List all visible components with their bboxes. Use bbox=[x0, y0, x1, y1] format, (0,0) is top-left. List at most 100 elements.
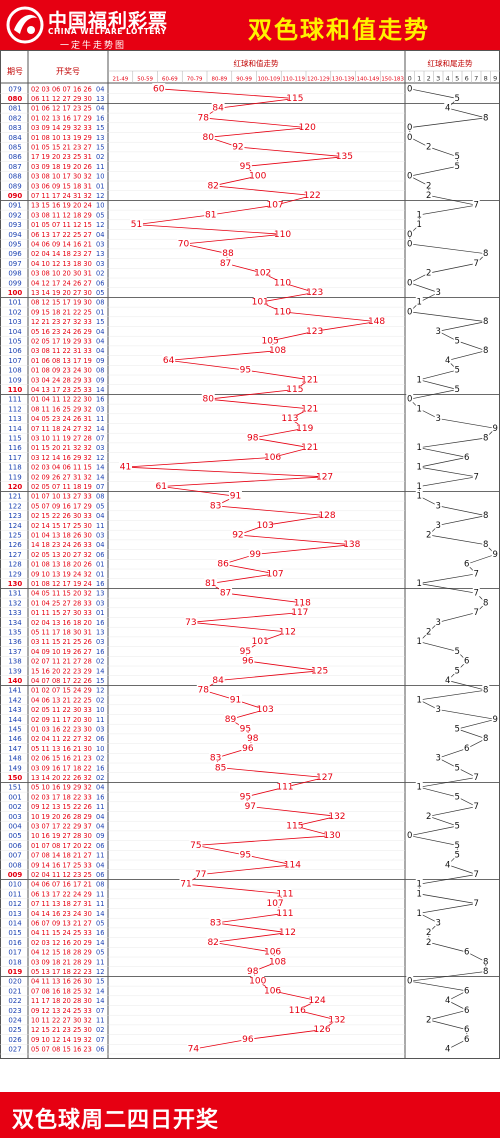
blue-ball-cell: 04 bbox=[96, 85, 104, 93]
period-cell: 007 bbox=[8, 852, 21, 860]
red-balls-cell: 05 11 17 18 30 31 bbox=[31, 628, 92, 636]
blue-ball-cell: 11 bbox=[96, 522, 104, 530]
blue-ball-cell: 03 bbox=[96, 725, 104, 733]
blue-ball-cell: 15 bbox=[96, 677, 104, 685]
red-balls-cell: 01 08 10 13 19 29 bbox=[31, 134, 92, 142]
sum-label-bg bbox=[275, 277, 289, 287]
sum-value-label: 112 bbox=[279, 627, 296, 637]
blue-ball-cell: 14 bbox=[96, 386, 104, 394]
period-cell: 087 bbox=[8, 163, 21, 171]
tail-label-bg bbox=[482, 684, 490, 694]
sum-value-label: 111 bbox=[276, 909, 293, 919]
sum-label-bg bbox=[219, 257, 233, 267]
red-balls-cell: 04 13 17 23 25 33 bbox=[31, 386, 92, 394]
blue-ball-cell: 16 bbox=[96, 114, 104, 122]
tail-label-bg bbox=[425, 937, 433, 946]
sum-label-bg bbox=[243, 800, 257, 810]
tail-label-bg bbox=[415, 878, 423, 888]
tail-value-label: 6 bbox=[464, 948, 469, 958]
period-cell: 132 bbox=[8, 599, 21, 607]
tail-value-label: 5 bbox=[455, 94, 460, 104]
red-balls-cell: 03 06 09 15 18 31 bbox=[31, 182, 92, 190]
tail-value-label: 3 bbox=[436, 414, 441, 424]
red-balls-cell: 01 06 12 17 23 25 bbox=[31, 105, 92, 113]
sum-label-bg bbox=[224, 713, 238, 723]
tail-digit-label: 4 bbox=[446, 75, 450, 83]
red-balls-cell: 01 15 20 21 32 32 bbox=[31, 444, 92, 452]
sum-value-label: 75 bbox=[190, 841, 201, 851]
sum-label-bg bbox=[251, 170, 265, 180]
period-cell: 097 bbox=[8, 260, 21, 268]
tail-value-label: 4 bbox=[445, 1045, 450, 1055]
red-balls-cell: 02 14 15 17 25 30 bbox=[31, 522, 92, 530]
tail-value-label: 5 bbox=[455, 666, 460, 676]
period-cell: 147 bbox=[8, 745, 21, 753]
period-cell: 126 bbox=[8, 541, 22, 549]
tail-value-label: 5 bbox=[455, 724, 460, 734]
period-cell: 096 bbox=[8, 250, 22, 258]
tail-label-bg bbox=[453, 665, 461, 674]
tail-value-label: 4 bbox=[445, 104, 450, 114]
period-cell: 148 bbox=[8, 755, 21, 763]
draw-schedule-text: 双色球周二四日开奖 bbox=[12, 1108, 220, 1133]
tail-value-label: 2 bbox=[426, 627, 431, 637]
sum-value-label: 73 bbox=[185, 618, 196, 628]
sum-trend-series: 6011584781208092135951008212210781511107… bbox=[118, 83, 385, 1055]
sum-value-label: 126 bbox=[313, 1025, 330, 1035]
blue-ball-cell: 03 bbox=[96, 444, 104, 452]
tail-value-label: 1 bbox=[417, 637, 422, 647]
sum-label-bg bbox=[176, 238, 190, 248]
red-balls-cell: 01 07 08 17 20 22 bbox=[31, 842, 92, 850]
sum-value-label: 98 bbox=[247, 967, 259, 977]
tail-label-bg bbox=[434, 616, 442, 626]
sum-value-label: 115 bbox=[286, 385, 303, 395]
tail-value-label: 8 bbox=[483, 249, 488, 259]
blue-ball-cell: 02 bbox=[96, 696, 104, 704]
sum-value-label: 130 bbox=[323, 831, 340, 841]
red-balls-cell: 04 12 15 18 28 29 bbox=[31, 949, 92, 957]
tail-trend-header: 红球和尾走势 bbox=[428, 58, 473, 68]
tail-value-label: 5 bbox=[455, 366, 460, 376]
red-balls-cell: 10 11 22 27 30 32 bbox=[31, 1016, 92, 1024]
red-balls-cell: 05 11 13 16 21 30 bbox=[31, 745, 92, 753]
tail-value-label: 7 bbox=[474, 899, 479, 909]
tail-value-label: 1 bbox=[417, 220, 422, 230]
sum-value-label: 132 bbox=[328, 1015, 345, 1025]
tail-label-bg bbox=[425, 180, 433, 189]
red-balls-cell: 04 14 16 23 24 30 bbox=[31, 910, 92, 918]
sum-label-bg bbox=[330, 810, 344, 820]
period-cell: 023 bbox=[8, 1007, 21, 1015]
tail-label-bg bbox=[444, 995, 452, 1004]
tail-digit-label: 3 bbox=[436, 75, 440, 83]
sum-value-label: 81 bbox=[205, 210, 216, 220]
red-balls-cell: 01 07 10 13 27 33 bbox=[31, 493, 92, 501]
sum-range-label: 50-59 bbox=[137, 77, 153, 83]
tail-value-label: 2 bbox=[426, 1015, 431, 1025]
blue-ball-cell: 01 bbox=[96, 561, 104, 569]
sum-label-bg bbox=[228, 490, 242, 500]
period-cell: 013 bbox=[8, 910, 21, 918]
sum-value-label: 107 bbox=[266, 569, 283, 579]
tail-value-label: 6 bbox=[464, 453, 469, 463]
period-cell: 020 bbox=[8, 978, 21, 986]
sum-value-label: 82 bbox=[207, 938, 218, 948]
red-balls-cell: 02 06 15 16 21 23 bbox=[31, 755, 92, 763]
tail-value-label: 5 bbox=[455, 647, 460, 657]
red-balls-cell: 11 17 18 20 28 30 bbox=[31, 997, 92, 1005]
tail-label-bg bbox=[463, 655, 471, 665]
tail-value-label: 1 bbox=[417, 210, 422, 220]
sum-value-label: 60 bbox=[153, 84, 165, 94]
blue-ball-cell: 12 bbox=[96, 687, 104, 695]
tail-label-bg bbox=[415, 781, 423, 791]
sum-range-label: 60-69 bbox=[162, 77, 178, 83]
sum-value-label: 110 bbox=[274, 278, 291, 288]
sum-label-bg bbox=[370, 315, 384, 325]
period-cell: 021 bbox=[8, 987, 21, 995]
tail-value-label: 9 bbox=[493, 550, 498, 560]
blue-ball-cell: 14 bbox=[96, 425, 104, 433]
sum-label-bg bbox=[290, 1004, 304, 1014]
tail-value-label: 1 bbox=[417, 889, 422, 899]
red-balls-cell: 17 19 20 23 25 31 bbox=[31, 153, 92, 161]
tail-label-bg bbox=[434, 752, 442, 762]
tail-label-bg bbox=[472, 898, 480, 907]
